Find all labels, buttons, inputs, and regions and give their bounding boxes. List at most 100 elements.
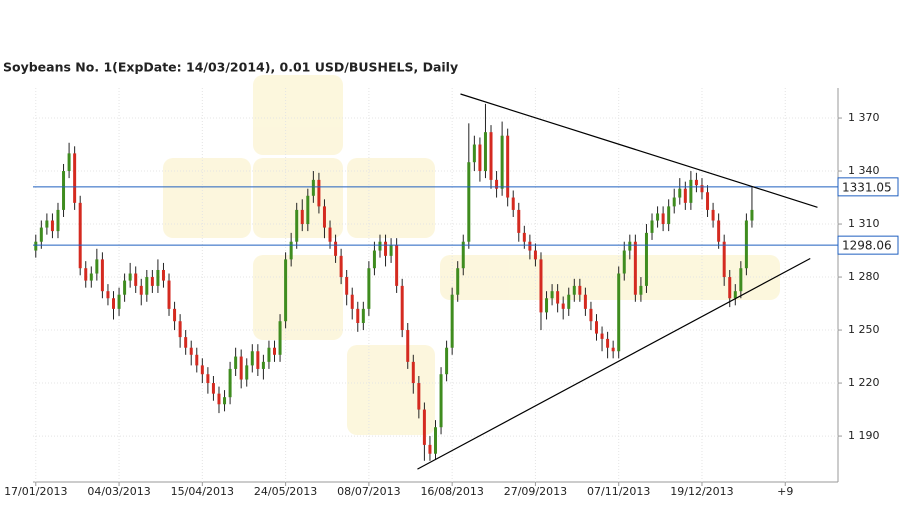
candle-body — [117, 294, 121, 309]
level-label-box — [837, 177, 899, 197]
level-label-box — [837, 235, 899, 255]
candle-body — [472, 144, 476, 163]
candle-body — [200, 365, 204, 375]
candle-body — [672, 197, 676, 207]
candle-body — [234, 356, 238, 369]
candle-body — [289, 241, 293, 260]
candle-body — [350, 294, 354, 309]
candle-body — [250, 351, 254, 366]
candle-body — [744, 220, 748, 269]
candle-body — [611, 347, 615, 352]
candle-body — [717, 220, 721, 242]
candle-body — [50, 220, 54, 232]
candle-body — [173, 308, 177, 322]
candle-body — [422, 409, 426, 445]
candle-body — [694, 179, 698, 186]
candle-body — [578, 285, 582, 295]
candle-body — [400, 285, 404, 331]
candle-body — [533, 250, 537, 260]
x-tick-label: 19/12/2013 — [670, 485, 733, 498]
candle-body — [95, 259, 99, 274]
candle-body — [378, 241, 382, 251]
candle-body — [711, 209, 715, 221]
candle-body — [528, 241, 532, 251]
candle-body — [683, 188, 687, 203]
candle-body — [123, 280, 127, 295]
y-tick-label: 1 250 — [848, 323, 880, 336]
candle-body — [100, 259, 104, 292]
candle-body — [261, 361, 265, 369]
candle-body — [178, 321, 182, 338]
y-tick-label: 1 220 — [848, 376, 880, 389]
candle-body — [273, 347, 276, 355]
candle-body — [361, 308, 365, 323]
candle-body — [606, 338, 610, 348]
candle-body — [217, 393, 221, 405]
candle-body — [617, 273, 621, 352]
candle-body — [145, 277, 149, 295]
candle-body — [722, 241, 726, 278]
candle-body — [656, 213, 660, 221]
candle-body — [728, 277, 732, 299]
candle-body — [306, 195, 310, 225]
x-tick-label: +9 — [777, 485, 793, 498]
y-tick-label: 1 280 — [848, 270, 880, 283]
candle-body — [628, 241, 632, 251]
candle-body — [556, 291, 560, 304]
candle-body — [395, 245, 399, 286]
candle-body — [339, 255, 343, 278]
trend-line — [460, 93, 818, 208]
candle-body — [295, 209, 299, 242]
candle-body — [256, 351, 260, 369]
candle-body — [328, 227, 332, 242]
candle-body — [517, 209, 521, 233]
y-tick-label: 1 340 — [848, 164, 880, 177]
candle-body — [495, 179, 499, 189]
candle-body — [478, 144, 482, 172]
candle-body — [150, 277, 154, 286]
x-tick-label: 24/05/2013 — [254, 485, 317, 498]
candle-body — [384, 241, 388, 256]
candle-body — [639, 285, 643, 295]
candle-body — [434, 427, 437, 454]
candle-body — [583, 294, 587, 309]
candle-body — [134, 273, 138, 286]
candle-body — [467, 162, 471, 242]
candle-body — [417, 383, 421, 410]
candle-body — [456, 268, 460, 295]
x-tick-label: 04/03/2013 — [87, 485, 150, 498]
level-label: 1298.06 — [842, 239, 892, 253]
candle-body — [311, 179, 315, 196]
candle-body — [184, 337, 188, 348]
candle-body — [650, 220, 654, 233]
candle-body — [750, 209, 754, 221]
y-tick-label: 1 370 — [848, 111, 880, 124]
candle-body — [84, 268, 88, 281]
candle-body — [167, 280, 171, 309]
candle-body — [106, 291, 110, 299]
candle-body — [317, 179, 321, 207]
candle-body — [678, 188, 682, 198]
candle-body — [600, 333, 604, 339]
candle-body — [550, 291, 554, 299]
candle-body — [39, 227, 43, 242]
candle-body — [622, 250, 626, 274]
candle-body — [545, 298, 549, 313]
trend-line — [417, 257, 811, 470]
candle-body — [483, 132, 487, 172]
candle-body — [211, 383, 215, 394]
candle-body — [45, 220, 49, 228]
chart-title: Soybeans No. 1(ExpDate: 14/03/2014), 0.0… — [3, 60, 458, 75]
candle-body — [78, 202, 82, 269]
candle-body — [489, 132, 493, 180]
candle-body — [644, 232, 648, 286]
candle-body — [300, 209, 304, 225]
candle-body — [439, 374, 443, 428]
x-tick-label: 08/07/2013 — [337, 485, 400, 498]
candle-body — [706, 192, 710, 210]
candle-body — [67, 153, 71, 172]
x-tick-label: 16/08/2013 — [420, 485, 483, 498]
candle-body — [62, 171, 66, 210]
x-tick-label: 27/09/2013 — [504, 485, 567, 498]
candle-body — [345, 277, 349, 295]
